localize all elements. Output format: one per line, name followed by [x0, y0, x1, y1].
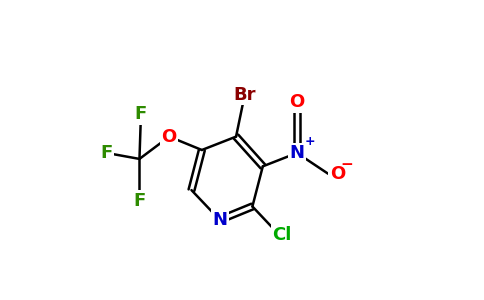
- Text: Br: Br: [234, 86, 256, 104]
- Text: F: F: [101, 144, 113, 162]
- Text: O: O: [330, 165, 345, 183]
- Text: F: F: [133, 191, 146, 209]
- Text: F: F: [135, 105, 147, 123]
- Text: −: −: [341, 158, 353, 172]
- Text: Cl: Cl: [272, 226, 292, 244]
- Text: N: N: [212, 211, 227, 229]
- Text: +: +: [304, 135, 315, 148]
- Text: O: O: [289, 93, 304, 111]
- Text: O: O: [162, 128, 177, 146]
- Text: N: N: [289, 144, 304, 162]
